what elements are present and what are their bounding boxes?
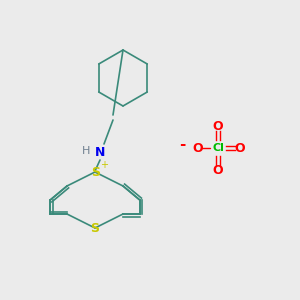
Text: -: - (179, 137, 185, 152)
Text: O: O (213, 119, 223, 133)
Text: Cl: Cl (212, 143, 224, 153)
Text: O: O (193, 142, 203, 154)
Text: N: N (95, 146, 105, 158)
Text: O: O (213, 164, 223, 176)
Text: O: O (235, 142, 245, 154)
Text: S: S (91, 221, 100, 235)
Text: +: + (100, 160, 108, 170)
Text: S: S (92, 167, 100, 179)
Text: H: H (82, 146, 90, 156)
